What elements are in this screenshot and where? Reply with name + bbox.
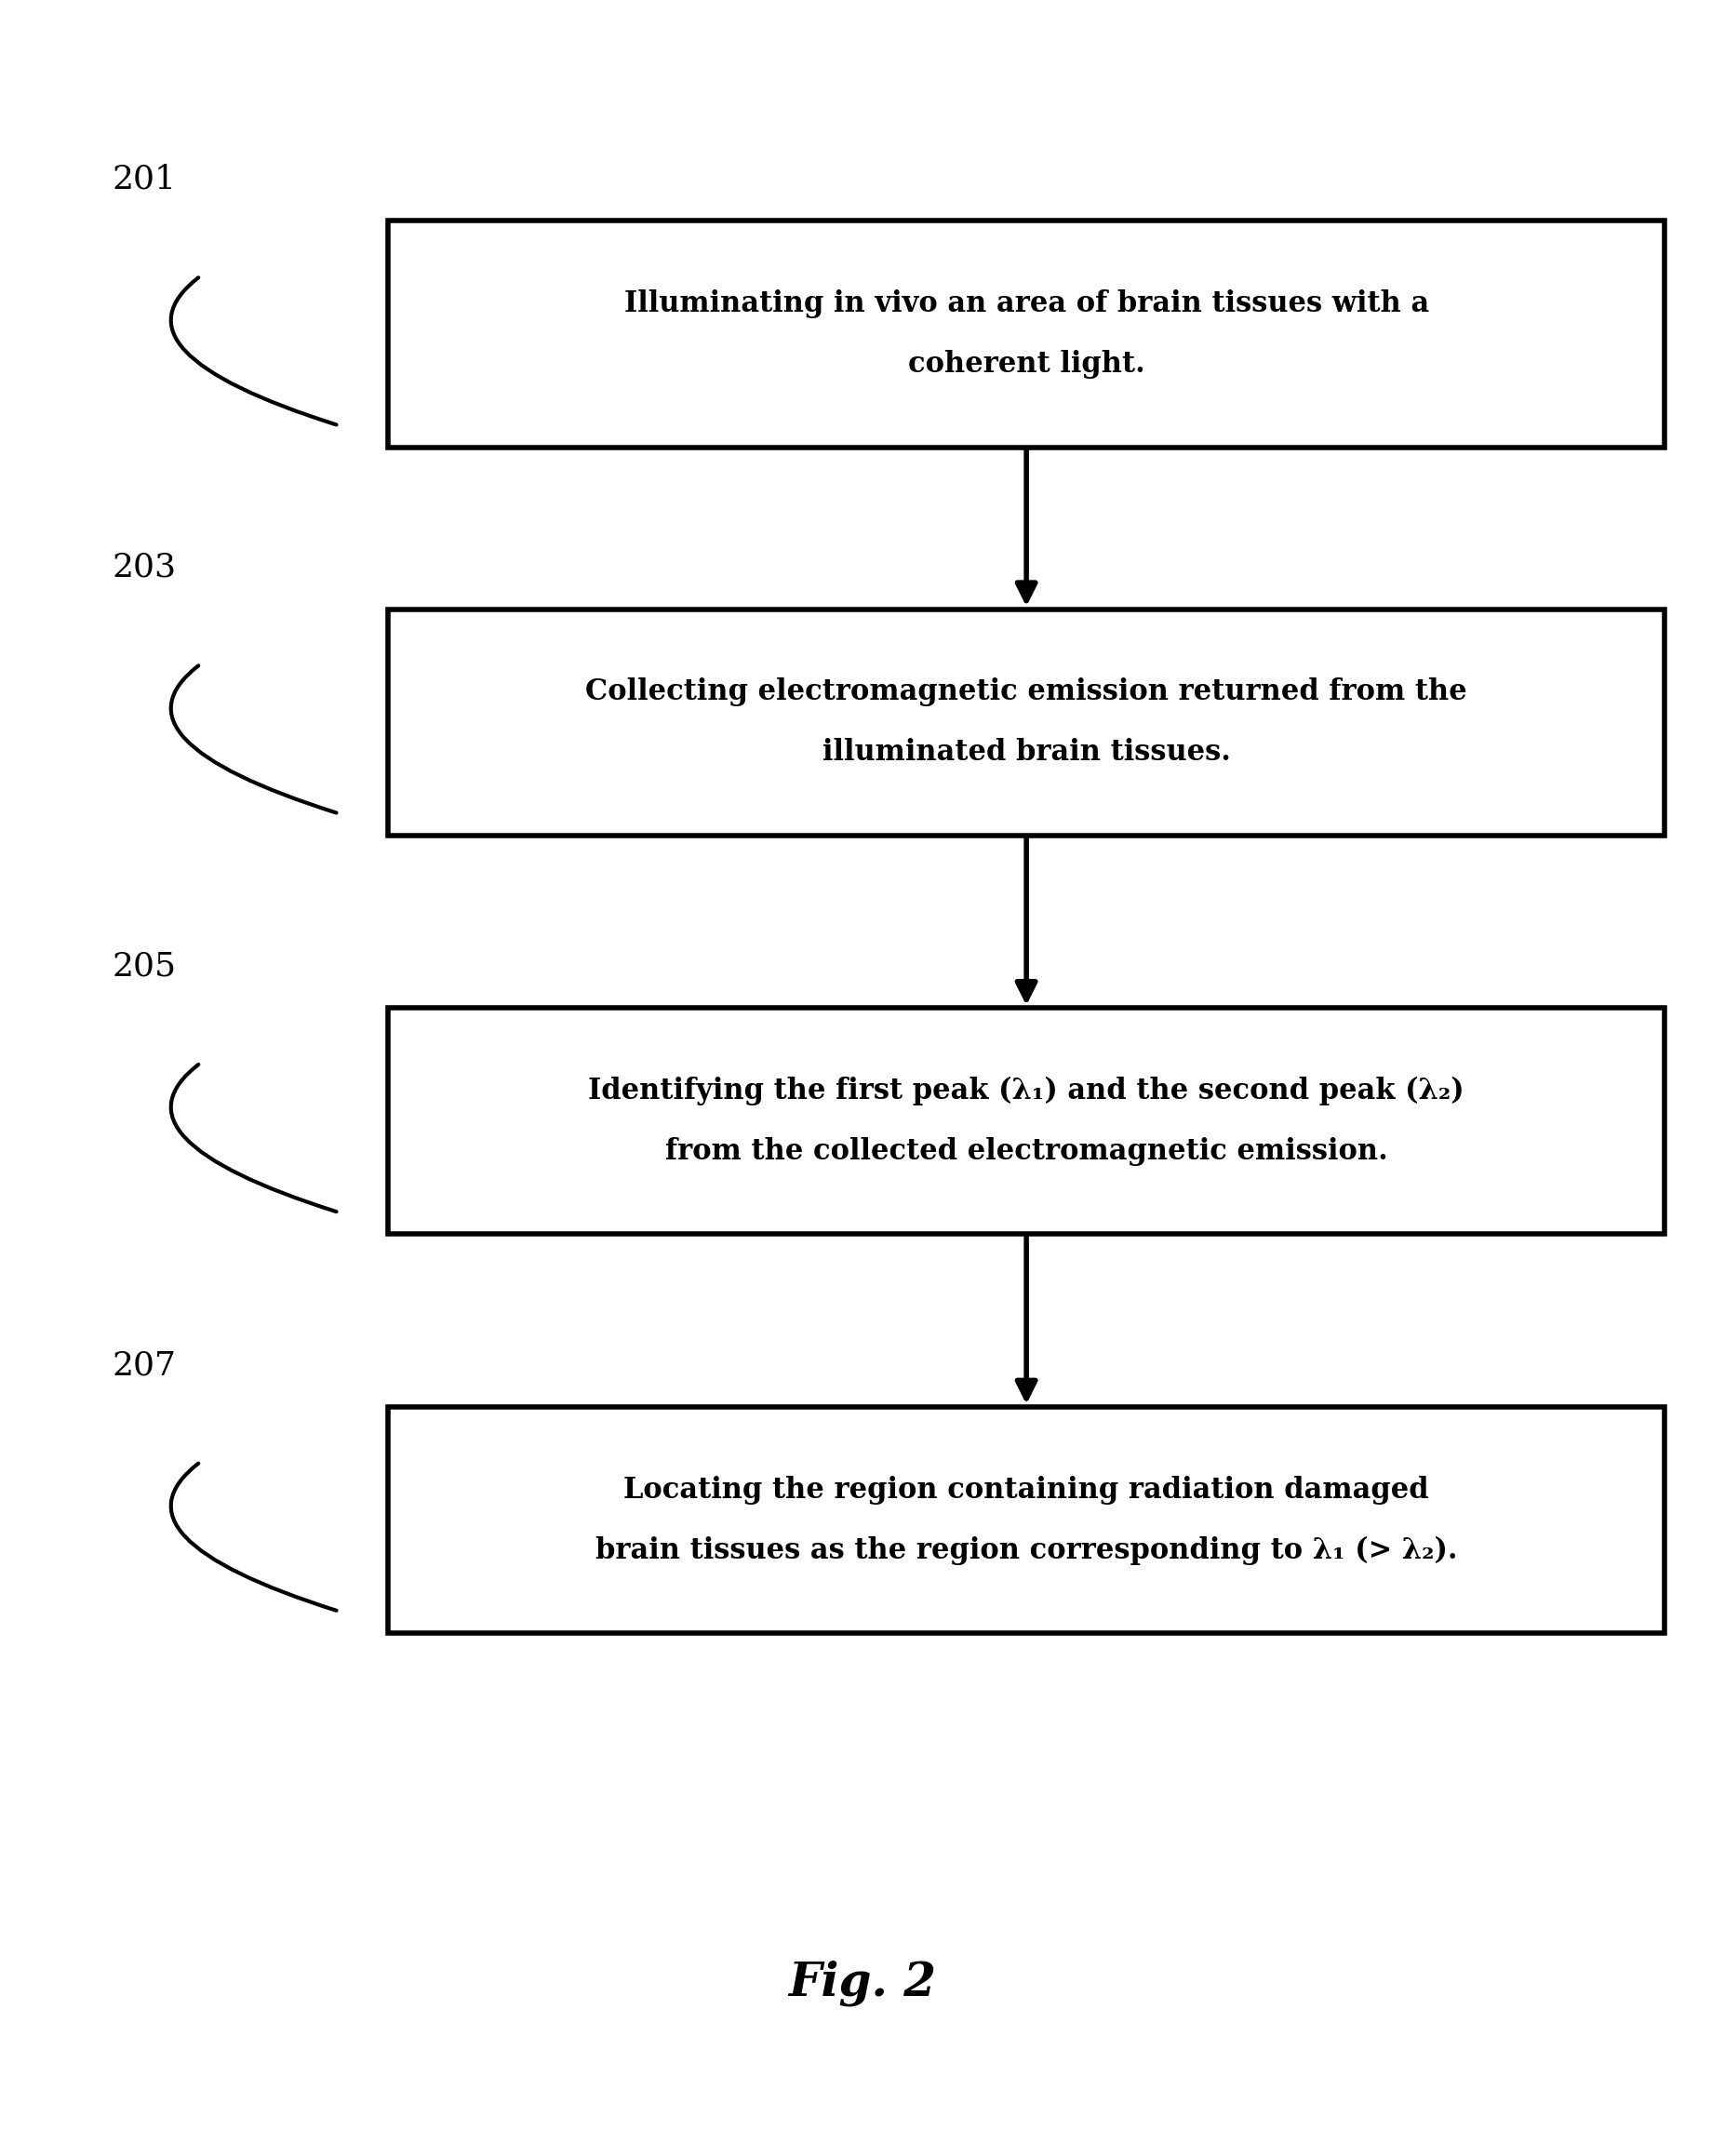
Text: 203: 203 [112,552,176,582]
Text: Collecting electromagnetic emission returned from the: Collecting electromagnetic emission retu… [585,677,1468,707]
Bar [388,608,1665,834]
Text: from the collected electromagnetic emission.: from the collected electromagnetic emiss… [666,1136,1387,1166]
Text: 201: 201 [112,164,176,196]
Text: 205: 205 [112,951,176,983]
Bar [388,222,1665,448]
Bar [388,1009,1665,1233]
Text: Locating the region containing radiation damaged: Locating the region containing radiation… [624,1475,1428,1505]
Bar [388,1408,1665,1634]
Text: Illuminating in vivo an area of brain tissues with a: Illuminating in vivo an area of brain ti… [624,289,1428,319]
Text: Identifying the first peak (λ₁) and the second peak (λ₂): Identifying the first peak (λ₁) and the … [588,1076,1465,1106]
Text: Fig. 2: Fig. 2 [788,1960,937,2007]
Text: coherent light.: coherent light. [907,349,1145,379]
Text: brain tissues as the region corresponding to λ₁ (> λ₂).: brain tissues as the region correspondin… [595,1535,1458,1565]
Text: 207: 207 [112,1350,176,1382]
Text: illuminated brain tissues.: illuminated brain tissues. [823,737,1230,768]
